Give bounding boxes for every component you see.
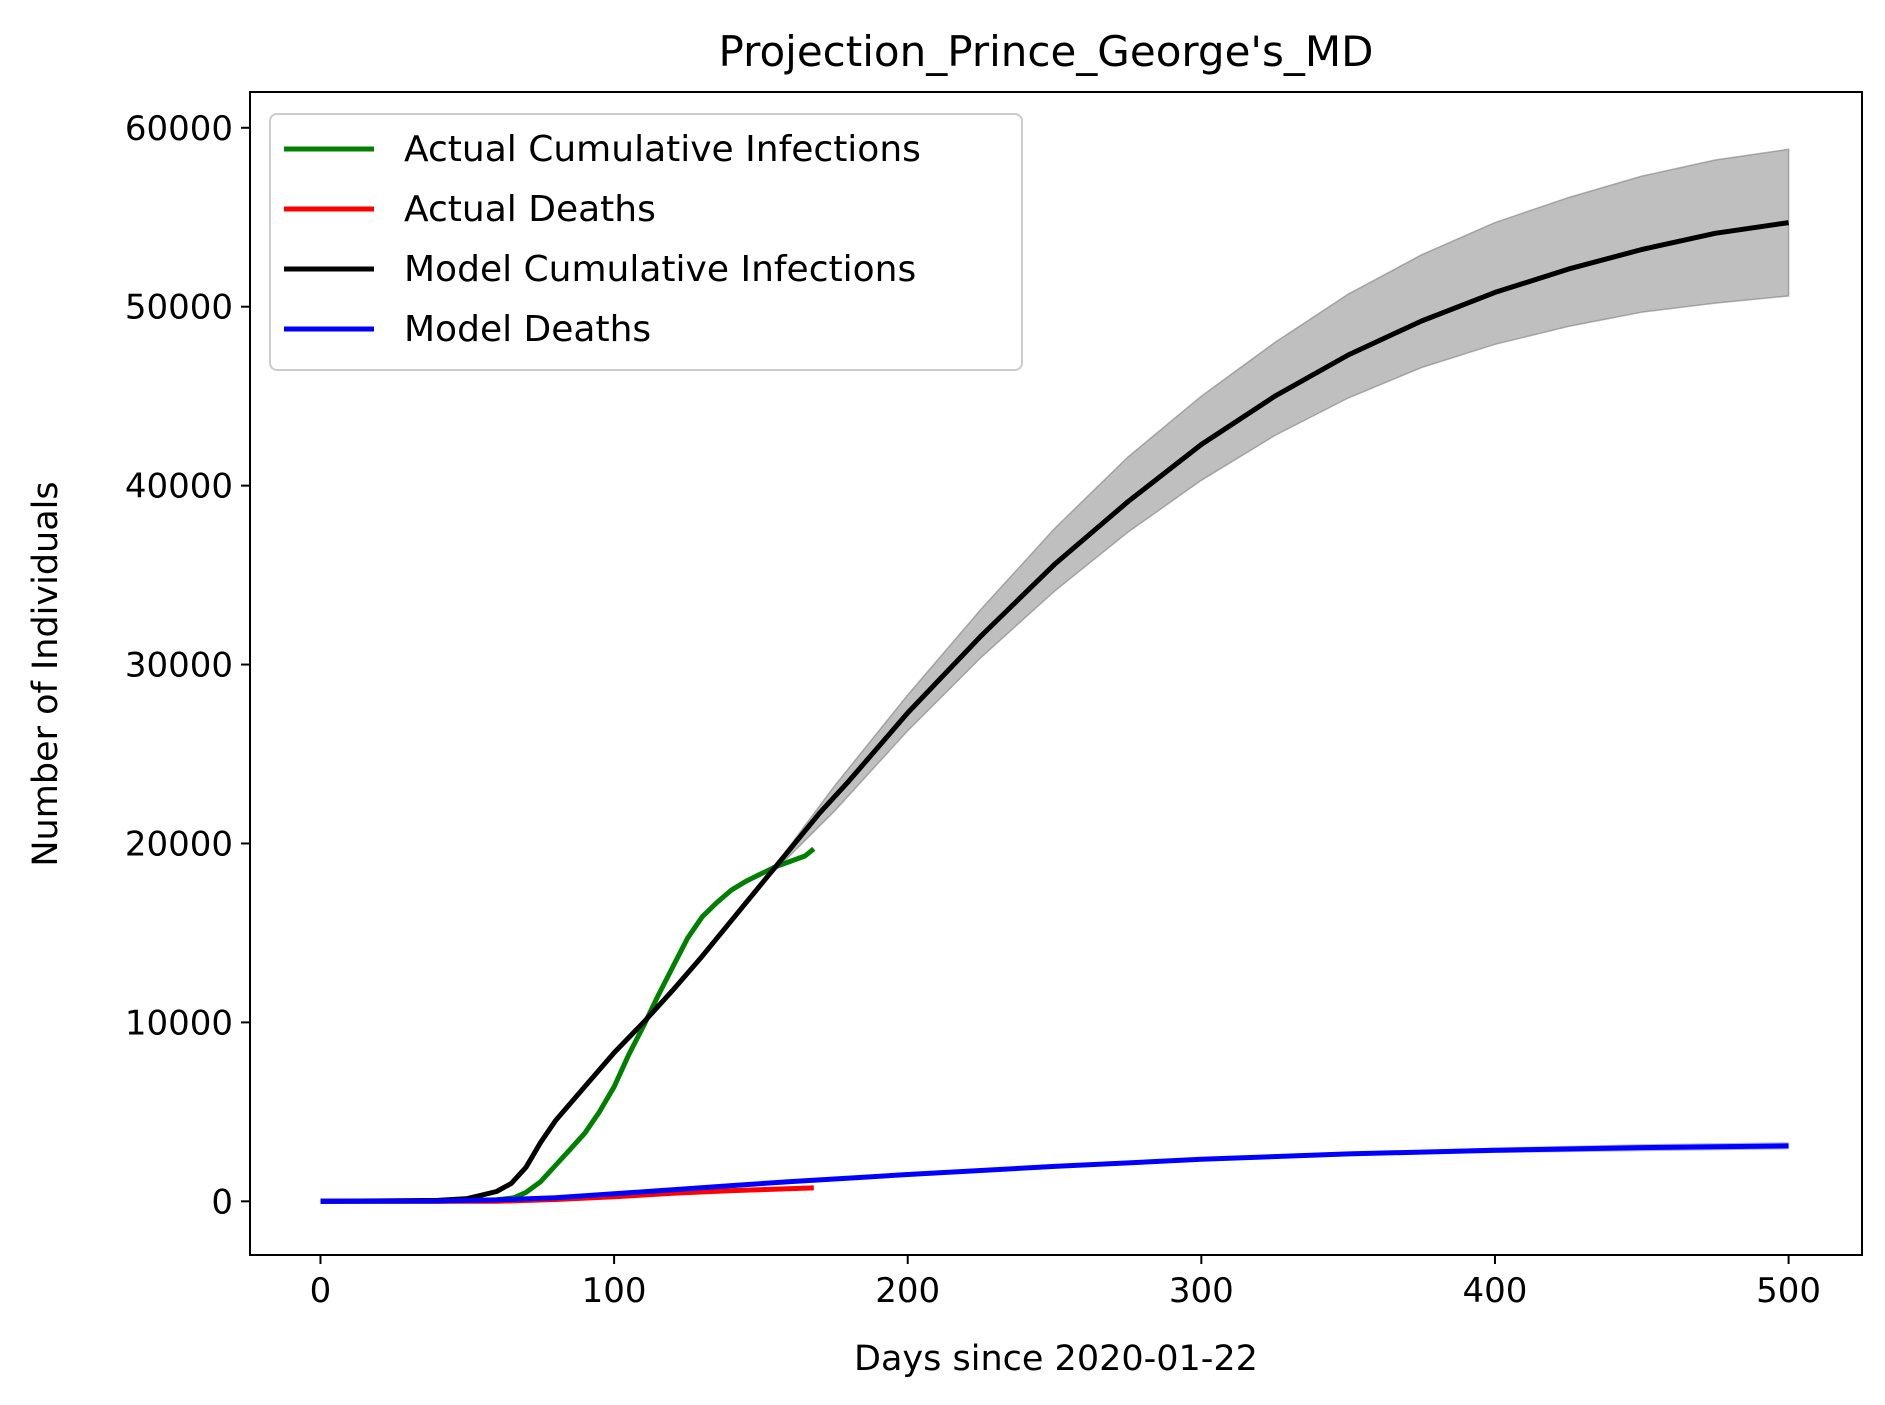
legend-box (269, 113, 1023, 371)
y-tick-label: 40000 (125, 467, 233, 507)
y-tick-label: 50000 (125, 288, 233, 328)
y-tick-label: 10000 (125, 1003, 233, 1043)
x-tick-label: 300 (1169, 1271, 1234, 1311)
chart-title: Projection_Prince_George's_MD (719, 27, 1374, 76)
x-axis-title: Days since 2020-01-22 (854, 1339, 1258, 1379)
y-axis: 0 10000 20000 30000 40000 50000 60000 (125, 109, 250, 1222)
x-tick-label: 100 (582, 1271, 647, 1311)
y-tick-label: 30000 (125, 646, 233, 686)
x-tick-label: 200 (875, 1271, 940, 1311)
series-line-model-cumulative-infections (320, 220, 1789, 1204)
plot-area (320, 148, 1790, 1204)
x-tick-label: 400 (1463, 1271, 1528, 1311)
legend-label-actual-deaths: Actual Deaths (404, 189, 656, 230)
x-axis: 0 100 200 300 400 500 (310, 1255, 1821, 1311)
y-tick-label: 0 (211, 1182, 233, 1222)
x-tick-label: 500 (1756, 1271, 1821, 1311)
y-axis-title: Number of Individuals (26, 481, 66, 866)
y-tick-label: 20000 (125, 824, 233, 864)
legend-label-model-deaths: Model Deaths (404, 309, 651, 350)
plot-frame (249, 91, 1863, 1256)
legend-label-actual-cumulative-infections: Actual Cumulative Infections (404, 129, 921, 170)
legend-label-model-cumulative-infections: Model Cumulative Infections (404, 249, 916, 290)
y-tick-label: 60000 (125, 109, 233, 149)
x-tick-label: 0 (310, 1271, 332, 1311)
legend: Actual Cumulative Infections Actual Death… (269, 113, 1023, 371)
series-line-actual-cumulative-infections (320, 846, 816, 1204)
series-line-model-deaths (320, 1143, 1789, 1204)
